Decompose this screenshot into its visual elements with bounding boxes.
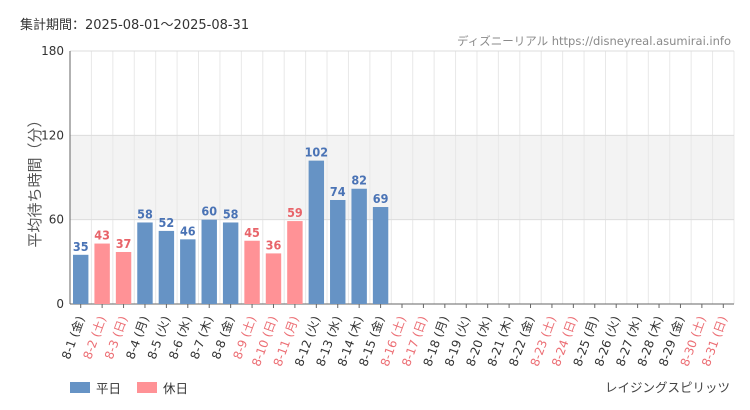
bar [330,199,346,304]
bar [351,188,367,304]
bar [94,243,110,304]
bar [115,251,132,304]
bar [308,160,325,304]
y-tick-label: 120 [41,128,64,142]
attraction-name: レイジングスピリッツ [604,380,730,395]
bar [72,254,89,304]
legend-swatch-holiday [137,382,158,393]
legend-swatch-weekday [70,382,90,393]
legend-label-holiday: 休日 [163,381,189,396]
bar-value-label: 82 [351,173,367,188]
bar-value-label: 58 [223,206,239,221]
y-tick-label: 0 [56,297,64,311]
bar [265,253,282,304]
legend-label-weekday: 平日 [96,381,122,396]
site-credit: ディズニーリアル https://disneyreal.asumirai.inf… [457,34,731,48]
bar [137,222,153,304]
bar-value-label: 43 [94,228,110,243]
bar-value-label: 52 [159,215,175,230]
bar [180,239,196,304]
legend: 平日 休日 [70,378,204,397]
bar-value-label: 69 [373,191,389,206]
bar-value-label: 59 [287,205,303,220]
bar [158,230,175,304]
bar [372,207,389,304]
bar-value-label: 35 [73,239,89,254]
bar-value-label: 102 [305,145,328,160]
bar-value-label: 60 [201,204,217,219]
bar-value-label: 37 [116,236,132,251]
y-tick-label: 60 [49,213,64,227]
bar [222,222,239,304]
bar-value-label: 36 [266,237,282,252]
bar-value-label: 46 [180,223,196,238]
bar [244,240,260,304]
y-axis-label: 平均待ち時間（分） [26,112,44,247]
period-label: 集計期間：2025-08-01〜2025-08-31 [20,18,250,33]
bar [201,219,217,304]
bar-value-label: 45 [244,225,260,240]
y-tick-label: 180 [41,44,64,58]
bar [287,221,303,304]
legend-item-holiday: 休日 [137,378,188,397]
legend-item-weekday: 平日 [70,378,121,397]
bar-value-label: 74 [330,184,346,199]
bar-value-label: 58 [137,206,153,221]
shaded-band [70,135,734,220]
